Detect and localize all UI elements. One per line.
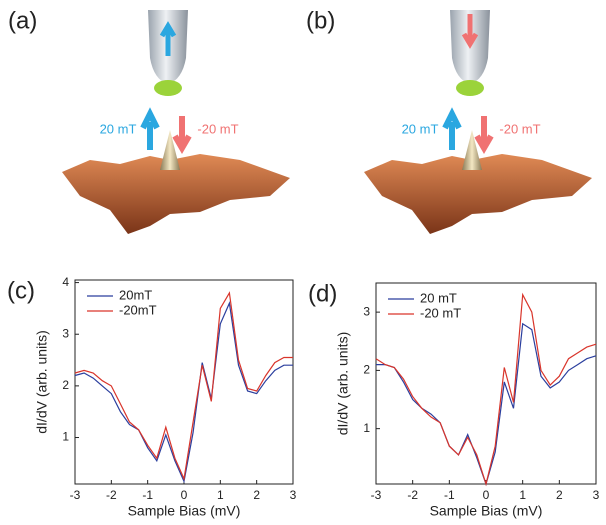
y-tick-label: 1 (363, 421, 370, 435)
data-line (74, 291, 293, 481)
y-tick-label: 1 (62, 430, 69, 444)
x-tick-label: -3 (70, 488, 81, 502)
legend-label: 20 mT (420, 290, 457, 305)
panel-label: (b) (306, 7, 335, 34)
surface (62, 154, 290, 234)
y-tick-label: 2 (62, 378, 69, 392)
y-axis-label: dI/dV (arb. units) (34, 330, 50, 434)
panel-label: (a) (8, 7, 37, 34)
x-tick-label: -2 (106, 488, 117, 502)
x-tick-label: 0 (181, 488, 188, 502)
x-tick-label: 3 (593, 488, 600, 502)
field-label: -20 mT (499, 121, 540, 136)
field-label: -20 mT (197, 121, 238, 136)
surface (364, 154, 592, 234)
panel-label: (c) (7, 277, 35, 304)
illustration-a: (a) 20 mT -20 mT (8, 7, 290, 234)
y-tick-label: 2 (363, 363, 370, 377)
x-axis-label: Sample Bias (mV) (430, 503, 543, 519)
adatom (160, 130, 180, 170)
y-tick-label: 4 (62, 275, 69, 289)
x-tick-label: -2 (407, 488, 418, 502)
x-tick-label: 3 (290, 488, 297, 502)
plot-frame (375, 282, 597, 485)
spin-arrow (461, 14, 479, 49)
data-line (74, 301, 293, 484)
y-tick-label: 3 (62, 326, 69, 340)
field-arrow (474, 116, 494, 154)
x-tick-label: -1 (142, 488, 153, 502)
field-arrow (172, 116, 192, 154)
x-tick-label: -1 (444, 488, 455, 502)
x-axis-label: Sample Bias (mV) (128, 503, 241, 519)
spin-arrow (159, 21, 177, 56)
legend-label: 20mT (119, 287, 152, 302)
x-tick-label: -3 (371, 488, 382, 502)
y-axis-label: dI/dV (arb. units) (335, 332, 351, 436)
data-line (375, 292, 597, 487)
panel-label: (d) (308, 280, 337, 307)
field-label: 20 mT (402, 121, 439, 136)
x-tick-label: 0 (483, 488, 490, 502)
field-arrow (140, 107, 160, 150)
data-line (376, 322, 597, 486)
illustration-b: (b) 20 mT -20 mT (306, 7, 592, 234)
x-tick-label: 2 (253, 488, 260, 502)
tip-apex (456, 80, 484, 96)
tip-apex (154, 80, 182, 96)
x-tick-label: 1 (519, 488, 526, 502)
x-tick-label: 1 (217, 488, 224, 502)
legend-label: -20mT (119, 302, 157, 317)
field-arrow (442, 107, 462, 150)
adatom (462, 130, 482, 170)
legend-label: -20 mT (420, 305, 461, 320)
field-label: 20 mT (100, 121, 137, 136)
y-tick-label: 3 (363, 304, 370, 318)
x-tick-label: 2 (556, 488, 563, 502)
